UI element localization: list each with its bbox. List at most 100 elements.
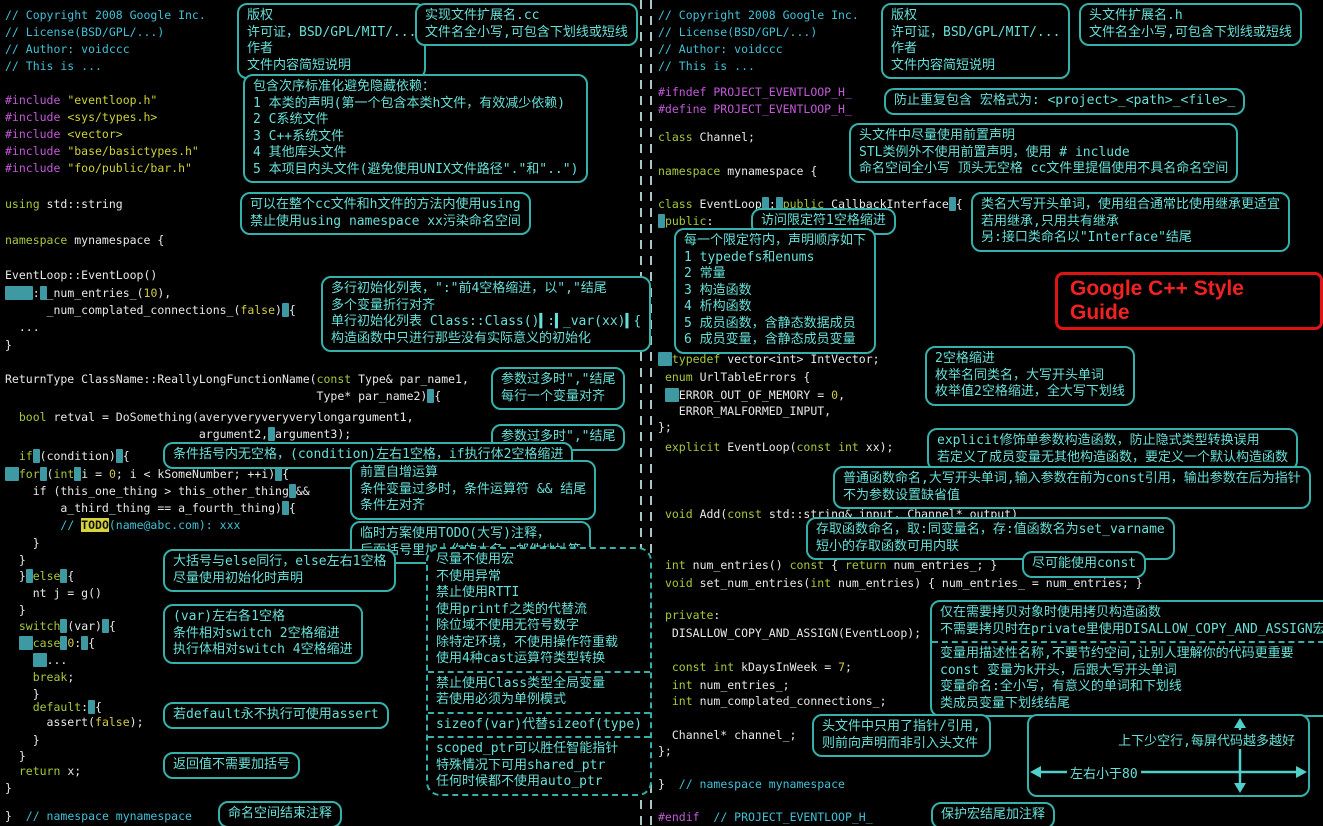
title-badge: Google C++ Style Guide (1055, 272, 1323, 330)
code-line: // This is ... (658, 59, 755, 74)
annotation-line: 不需要拷贝时在private里使用DISALLOW_COPY_AND_ASSIG… (940, 621, 1323, 637)
annotation-line: 存取函数命名，取:同变量名，存:值函数名为set_varname (816, 522, 1165, 537)
annotation-line: 类名大写开头单词，使用组合通常比使用继承更适宜 (981, 197, 1281, 212)
code-token: int (713, 660, 735, 674)
code-token: (var) (67, 619, 102, 633)
annotation-line: explicit修饰单参数构造函数，防止隐式类型转换误用 (937, 433, 1260, 448)
annotation-line: 不为参数设置缺省值 (843, 487, 961, 503)
annotation-line: 文件名全小写,可包含下划线或短线 (1089, 24, 1292, 40)
annotation-line: 则前向声明而非引入头文件 (822, 735, 979, 751)
line-width-label: 左右小于80 (1067, 763, 1141, 782)
code-line: // Author: voidccc (5, 42, 130, 57)
annotation-line: 1 typedefs和enums (684, 249, 815, 265)
indent-block (32, 449, 40, 463)
code-token: TODO (81, 518, 109, 532)
annotation-line: 多个变量折行对齐 (331, 297, 436, 313)
indent-block (281, 303, 289, 317)
annotation-line: 6 成员变量，含静态成员变量 (684, 332, 856, 347)
annotation-line: 作者 (247, 41, 274, 56)
note-rules-list: 尽量不使用宏 不使用异常 禁止使用RTTI 使用printf之类的代替流 除位域不使用无… (426, 547, 653, 796)
indent-block (32, 653, 47, 667)
code-token: } (5, 553, 26, 567)
note-default-assert: 若default永不执行可使用assert (163, 702, 389, 729)
annotation-line: (var)左右各1空格 (173, 609, 285, 624)
code-line: private: (658, 608, 720, 623)
code-token (5, 619, 19, 633)
code-line: const int kDaysInWeek = 7; (658, 660, 852, 675)
annotation-line: 文件内容简短说明 (891, 57, 996, 73)
indent-block (664, 388, 679, 402)
code-token: default (32, 700, 82, 714)
indent-block (74, 467, 82, 481)
code-token: { (95, 700, 102, 714)
code-token: <vector> (67, 127, 123, 141)
annotation-line: 禁止使用using namespace xx污染命名空间 (250, 213, 521, 229)
annotation-line: const 变量为k开头，后跟大写开头单词 (940, 662, 1177, 678)
code-line: argument2, argument3); (5, 427, 351, 442)
annotation-line: 许可证，BSD/GPL/MIT/... (247, 24, 417, 40)
code-token: false (240, 303, 276, 317)
annotation-line: 若default永不执行可使用assert (173, 707, 379, 722)
code-token: // namespace mynamespace (25, 809, 192, 823)
code-token: ERROR_MALFORMED_INPUT, (658, 404, 832, 418)
code-token (658, 370, 665, 384)
code-token: switch (18, 619, 61, 633)
code-token: class (658, 197, 693, 211)
annotation-line: 单行初始化列表 Class::Class()▍:▍_var(xx)▍{ (331, 314, 642, 329)
note-declaration-order: 每一个限定符内，声明顺序如下 1 typedefs和enums 2 常量 3 构造函数… (674, 228, 877, 354)
annotation-line: 参数过多时","结尾 (501, 429, 616, 444)
code-token: const (796, 440, 832, 454)
code-token: EventLoop( (720, 440, 797, 454)
indent-block (281, 501, 289, 515)
code-token: } (5, 569, 26, 583)
indent-block (60, 636, 68, 650)
code-line: #include "foo/public/bar.h" (5, 161, 192, 176)
code-token: kDaysInWeek = (734, 660, 839, 674)
code-token: } (5, 603, 26, 617)
code-token: } (5, 781, 12, 795)
indent-block (39, 467, 47, 481)
code-token: retval = DoSomething(averyveryveryverylo… (46, 410, 414, 424)
code-line: namespace mynamespace { (658, 164, 817, 179)
code-token (658, 678, 672, 692)
note-copy-and-naming: 仅在需要拷贝对象时使用拷贝构造函数 不需要拷贝时在private里使用DISALL… (930, 600, 1323, 717)
code-token: }; (658, 744, 672, 758)
code-line: assert(false); (5, 715, 144, 730)
code-token: // License(BSD/GPL/...) (5, 25, 165, 39)
code-token: , (838, 388, 845, 402)
code-line: _num_complated_connections_(false) { (5, 303, 296, 318)
code-token: { (288, 501, 296, 515)
code-token: : (768, 197, 776, 211)
code-token: // License(BSD/GPL/...) (658, 25, 818, 39)
code-token: // namespace mynamespace (678, 777, 845, 791)
code-token (5, 410, 19, 424)
code-line: } (5, 536, 40, 551)
indent-block (658, 214, 665, 228)
code-token (658, 660, 672, 674)
code-token: { (122, 449, 130, 463)
code-token: argument3); (275, 427, 352, 441)
code-token: { (88, 636, 96, 650)
code-token: enum (664, 370, 693, 384)
annotation-line: 枚举名同类名，大写开头单词 (935, 367, 1105, 383)
annotation-line: 5 本项目内头文件(避免使用UNIX文件路径"."和"..") (253, 161, 579, 177)
code-token: { (67, 569, 75, 583)
annotation-line: sizeof(var)代替sizeof(type) (436, 716, 643, 732)
annotation-line: 禁止使用RTTI (436, 585, 520, 600)
code-line: for (int i = 0; i < kSomeNumber; ++i) { (5, 467, 289, 482)
annotation-line: 2 常量 (684, 266, 726, 281)
note-loop-conditions: 前置自增运算 条件变量过多时，条件运算符 && 结尾 条件左对齐 (350, 460, 597, 520)
annotation-line: 4 其他库头文件 (253, 145, 347, 160)
code-token: using (5, 197, 40, 211)
code-token: 0 (108, 467, 116, 481)
indent-block (18, 636, 33, 650)
code-token: for (18, 467, 40, 481)
code-token: (condition) (39, 449, 116, 463)
code-line: #define PROJECT_EVENTLOOP_H_ (658, 102, 852, 117)
code-token: #ifndef PROJECT_EVENTLOOP_H_ (658, 85, 852, 99)
code-token: num_entries_; (692, 678, 790, 692)
code-line: // Author: voidccc (658, 42, 783, 57)
code-token: { (955, 197, 963, 211)
annotation-line: 保护宏结尾加注释 (941, 807, 1046, 822)
code-line: : _num_entries_(10), (5, 286, 171, 301)
